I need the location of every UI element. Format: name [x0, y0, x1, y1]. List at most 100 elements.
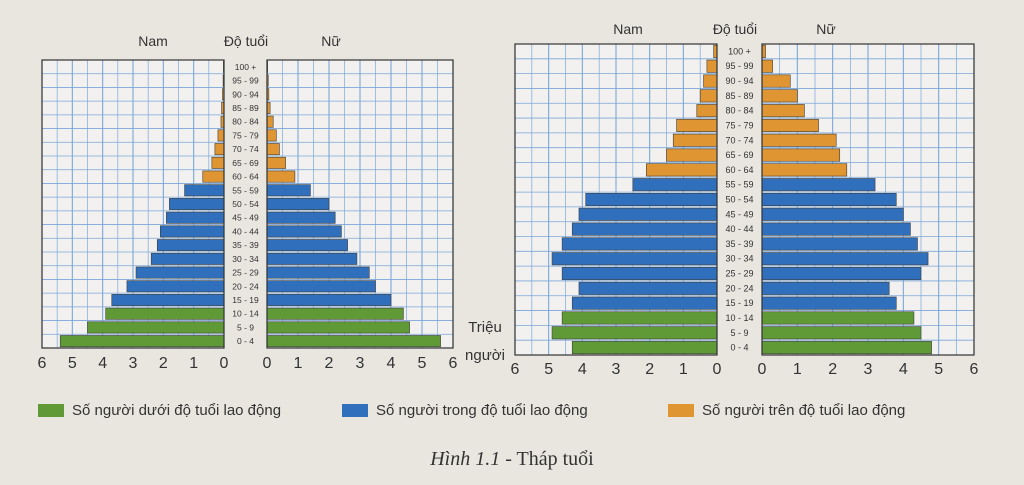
pyramid1-bar-male-1	[87, 321, 225, 334]
pyramid1-bar-female-1	[266, 321, 410, 334]
pyramid2-bar-male-3	[571, 296, 718, 310]
pyramid1-xtick-female: 2	[325, 355, 334, 372]
pyramid1-bar-female-5	[266, 266, 370, 279]
pyramid2-bar-female-19	[761, 59, 773, 73]
pyramid1-bar-male-13	[211, 156, 225, 169]
pyramid2-age-label: 50 - 54	[725, 195, 753, 205]
pyramid2-age-label: 75 - 79	[725, 120, 753, 130]
pyramid2-bar-female-13	[761, 148, 841, 162]
pyramid2-bar-female-15	[761, 118, 819, 132]
pyramid1-header-male: Nam	[138, 33, 168, 49]
pyramid2-bar-female-4	[761, 281, 890, 295]
caption-text: - Tháp tuổi	[500, 448, 594, 470]
pyramid1-bar-female-12	[266, 170, 296, 183]
pyramid2-bar-male-7	[561, 237, 718, 251]
pyramid2-xtick-female: 6	[970, 361, 979, 378]
pyramid2-age-label: 60 - 64	[725, 165, 753, 175]
pyramid1-xtick-male: 6	[38, 355, 47, 372]
pyramid2-bar-male-15	[676, 118, 718, 132]
pyramid2-xtick-male: 2	[645, 361, 654, 378]
pyramid1-age-label: 95 - 99	[232, 76, 259, 86]
pyramid1-bar-female-13	[266, 156, 286, 169]
pyramid2-xtick-male: 0	[713, 361, 722, 378]
pyramid1-xtick-female: 5	[418, 355, 427, 372]
pyramid2-age-label: 85 - 89	[725, 91, 753, 101]
pyramid1-header-age: Độ tuổi	[224, 33, 268, 49]
pyramid1-xtick-male: 0	[220, 355, 229, 372]
pyramid1-bar-male-7	[156, 239, 225, 252]
legend-item-working: Số người trong độ tuổi lao động	[342, 402, 588, 419]
figure-caption: Hình 1.1 - Tháp tuổi	[0, 448, 1024, 471]
pyramid1-unit-label-line1: Triệu	[468, 319, 502, 336]
pyramid2-bar-male-4	[578, 281, 718, 295]
pyramid1-bar-male-9	[166, 211, 225, 224]
pyramid2-bar-female-3	[761, 296, 897, 310]
pyramid1-age-label: 15 - 19	[232, 295, 259, 305]
pyramid1-bar-male-6	[150, 252, 225, 265]
pyramid1-age-label: 35 - 39	[232, 240, 259, 250]
pyramid2-xtick-male: 6	[511, 361, 520, 378]
pyramid1-bar-female-14	[266, 143, 280, 156]
pyramid1-unit-label-line2: người	[465, 347, 505, 364]
pyramid2-age-label: 95 - 99	[725, 61, 753, 71]
pyramid1-xtick-female: 0	[263, 355, 272, 372]
pyramid1-bar-male-3	[111, 294, 225, 306]
pyramid1-bar-male-2	[105, 307, 225, 320]
pyramid2-xtick-female: 5	[934, 361, 943, 378]
pyramid2-header-age: Độ tuổi	[713, 21, 757, 37]
pyramid1-bar-female-15	[266, 129, 277, 142]
pyramid1-bar-male-4	[126, 280, 225, 293]
pyramid1-age-label: 65 - 69	[232, 158, 259, 168]
pyramid2-age-label: 30 - 34	[725, 254, 753, 264]
pyramid1-xtick-male: 2	[159, 355, 168, 372]
pyramid1-bar-female-16	[266, 115, 274, 128]
pyramid2-age-label: 55 - 59	[725, 180, 753, 190]
pyramid2-bar-male-0	[571, 341, 718, 355]
pyramid1-age-label: 50 - 54	[232, 199, 259, 209]
pyramid1-age-label: 100 +	[235, 62, 257, 72]
pyramid1-bar-male-8	[160, 225, 225, 238]
pyramid1-bar-female-8	[266, 225, 342, 238]
pyramid1-bar-male-5	[135, 266, 225, 279]
legend-swatch-under	[38, 404, 64, 417]
pyramid2-age-label: 40 - 44	[725, 224, 753, 234]
pyramid1-xtick-female: 1	[294, 355, 303, 372]
pyramid1-bar-female-10	[266, 198, 330, 210]
pyramid1-bar-female-7	[266, 239, 348, 252]
pyramid1-age-label: 55 - 59	[232, 185, 259, 195]
pyramid1-age-label: 0 - 4	[237, 336, 254, 346]
legend-swatch-over	[668, 404, 694, 417]
pyramid2-xtick-female: 2	[828, 361, 837, 378]
pyramid1-bar-female-2	[266, 307, 404, 320]
pyramid1-xtick-male: 1	[189, 355, 198, 372]
pyramid2-age-label: 20 - 24	[725, 283, 753, 293]
pyramid2-age-label: 65 - 69	[725, 150, 753, 160]
pyramid1-xtick-female: 6	[449, 355, 458, 372]
caption-label: Hình 1.1	[430, 448, 501, 470]
pyramid1-bar-female-11	[266, 184, 311, 197]
pyramid2-age-label: 100 +	[728, 46, 751, 56]
pyramid2-xtick-male: 3	[612, 361, 621, 378]
pyramid1-age-label: 25 - 29	[232, 268, 259, 278]
pyramid1-age-label: 30 - 34	[232, 254, 259, 264]
pyramid2-bar-male-11	[632, 178, 718, 192]
pyramid2-xtick-male: 5	[544, 361, 553, 378]
pyramid1-age-label: 10 - 14	[232, 309, 259, 319]
pyramid2-xtick-female: 1	[793, 361, 802, 378]
pyramid2-header-female: Nữ	[816, 21, 835, 37]
pyramid1-header-female: Nữ	[321, 33, 340, 49]
pyramid2-bar-female-6	[761, 252, 929, 266]
pyramid2-bar-male-1	[551, 326, 718, 340]
legend-label-over: Số người trên độ tuổi lao động	[702, 402, 906, 419]
pyramid2-bar-male-13	[666, 148, 718, 162]
pyramid2-bar-female-0	[761, 341, 932, 355]
pyramid2-bar-female-11	[761, 178, 876, 192]
pyramid2-header-male: Nam	[613, 21, 643, 37]
pyramid1-xtick-female: 4	[387, 355, 396, 372]
pyramid2-bar-male-16	[696, 104, 718, 118]
pyramid1-male-frame	[41, 59, 225, 349]
pyramid1-xtick-male: 5	[68, 355, 77, 372]
pyramid2-age-label: 90 - 94	[725, 76, 753, 86]
pyramid2-bar-female-17	[761, 89, 798, 103]
